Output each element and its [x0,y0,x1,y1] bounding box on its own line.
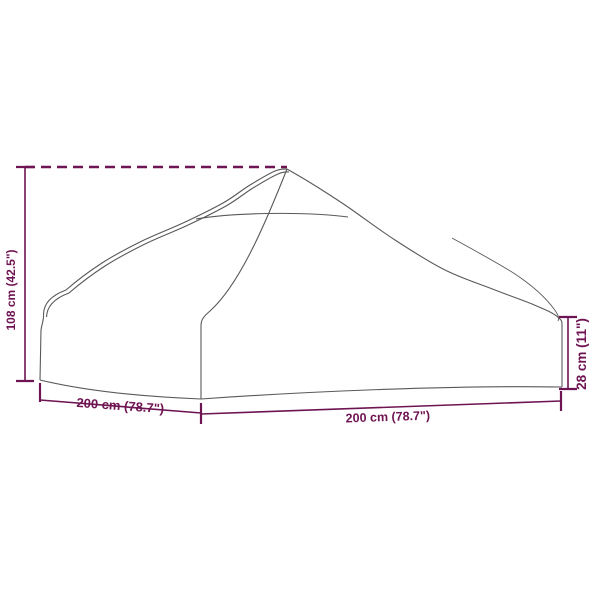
svg-text:200 cm (78.7"): 200 cm (78.7") [76,395,165,416]
svg-text:108 cm (42.5"): 108 cm (42.5") [4,249,18,330]
svg-text:200 cm (78.7"): 200 cm (78.7") [345,409,430,426]
svg-text:28 cm (11"): 28 cm (11") [574,318,589,390]
